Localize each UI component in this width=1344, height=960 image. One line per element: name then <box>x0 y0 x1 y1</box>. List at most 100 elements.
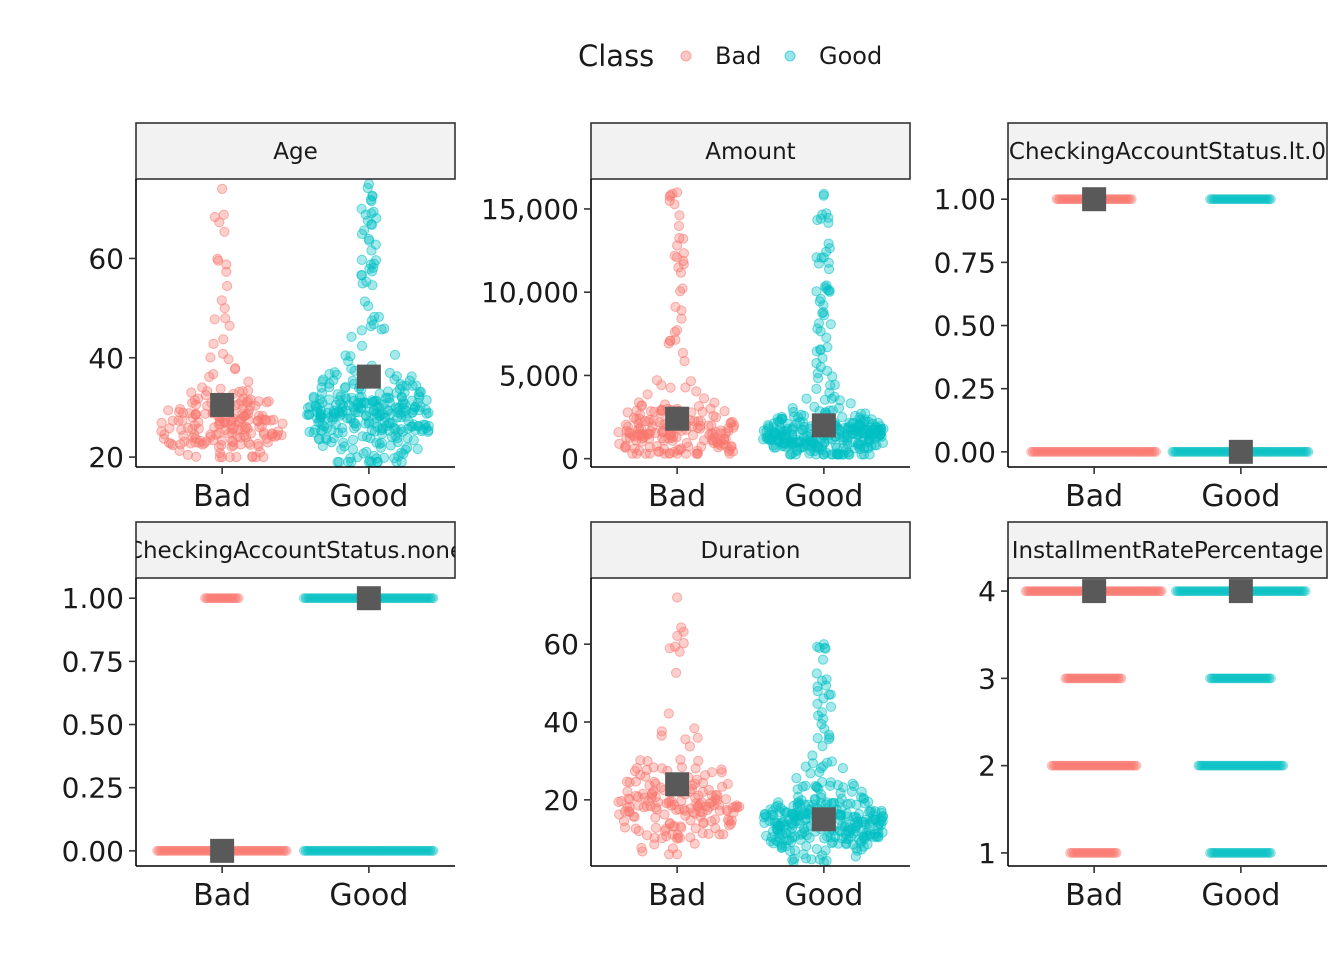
data-point <box>384 367 395 378</box>
data-point <box>1144 446 1155 457</box>
data-point <box>678 255 689 267</box>
data-point <box>1099 760 1110 771</box>
data-point <box>1068 586 1079 596</box>
data-point <box>1207 586 1218 596</box>
data-point <box>1180 586 1191 596</box>
data-point <box>316 593 327 604</box>
data-point <box>412 593 423 604</box>
data-point <box>212 593 223 604</box>
data-point <box>1183 446 1194 457</box>
data-point <box>1060 586 1071 596</box>
data-point <box>233 593 244 604</box>
data-point <box>1171 586 1181 596</box>
data-point <box>843 449 854 460</box>
data-point <box>703 828 714 840</box>
data-point <box>372 845 383 856</box>
data-point <box>209 314 220 325</box>
x-tick-label: Bad <box>1065 479 1123 514</box>
data-point <box>1205 446 1216 457</box>
data-point <box>1096 446 1107 457</box>
data-point <box>1211 586 1221 596</box>
data-point <box>1074 446 1085 457</box>
data-point <box>1123 194 1134 205</box>
data-point <box>833 402 845 414</box>
data-point <box>1078 673 1088 684</box>
data-point <box>1227 194 1238 205</box>
data-point <box>1175 586 1186 596</box>
data-point <box>1207 760 1218 771</box>
data-point <box>1286 586 1296 596</box>
data-point <box>219 593 230 604</box>
data-point <box>1058 446 1069 457</box>
data-point <box>1226 194 1236 205</box>
data-point <box>190 409 201 420</box>
data-point <box>817 654 829 665</box>
data-point <box>361 845 372 856</box>
data-point <box>238 845 249 856</box>
data-point <box>1218 848 1228 858</box>
data-point <box>267 845 278 856</box>
mean-marker-bad <box>665 772 690 797</box>
data-point <box>383 593 394 604</box>
data-point <box>343 356 354 367</box>
data-point <box>1183 586 1194 596</box>
facet-strip <box>135 521 456 579</box>
data-point <box>1072 194 1083 205</box>
data-point <box>1094 673 1104 684</box>
data-point <box>327 845 338 856</box>
data-point <box>1119 446 1129 457</box>
data-point <box>817 741 828 752</box>
data-point <box>408 435 419 446</box>
data-point <box>1063 673 1074 684</box>
data-point <box>362 845 373 856</box>
data-point <box>1112 586 1122 596</box>
data-point <box>188 845 199 856</box>
data-point <box>854 834 865 846</box>
data-point <box>1214 673 1225 684</box>
data-point <box>366 315 378 326</box>
data-point <box>1110 673 1120 684</box>
panel-0: Age 20 40 60 Bad Good <box>88 122 456 514</box>
data-point <box>1294 586 1304 596</box>
data-point <box>1199 760 1210 771</box>
data-point <box>368 206 379 217</box>
data-point <box>1211 848 1222 858</box>
mean-marker-bad <box>210 838 235 863</box>
data-point <box>659 448 670 459</box>
data-point <box>394 402 405 413</box>
data-point <box>1254 673 1265 684</box>
data-point <box>1234 848 1244 858</box>
data-point <box>337 845 348 856</box>
data-point <box>1255 760 1266 771</box>
data-point <box>234 386 245 397</box>
data-point <box>193 845 204 856</box>
data-point <box>1067 760 1078 771</box>
data-point <box>633 397 645 408</box>
data-point <box>1106 194 1116 205</box>
data-point <box>337 427 348 438</box>
data-point <box>212 253 223 264</box>
data-point <box>678 259 689 270</box>
data-point <box>1072 446 1083 457</box>
x-tick-label: Bad <box>193 479 251 514</box>
data-point <box>1167 446 1178 457</box>
data-point <box>1037 446 1048 457</box>
data-point <box>235 432 246 443</box>
data-point <box>223 354 234 365</box>
data-point <box>1169 446 1179 457</box>
data-point <box>370 845 381 856</box>
data-point <box>1108 673 1119 684</box>
data-point <box>1239 760 1250 771</box>
data-point <box>302 845 312 856</box>
data-point <box>1177 446 1187 457</box>
data-point <box>366 219 377 230</box>
data-point <box>261 397 272 408</box>
data-point <box>1265 586 1276 596</box>
data-point <box>152 845 162 856</box>
data-point <box>200 593 210 604</box>
data-point <box>1206 760 1217 771</box>
data-point <box>1195 760 1205 771</box>
data-point <box>357 431 368 442</box>
data-point <box>1146 446 1157 457</box>
data-point <box>692 732 703 743</box>
